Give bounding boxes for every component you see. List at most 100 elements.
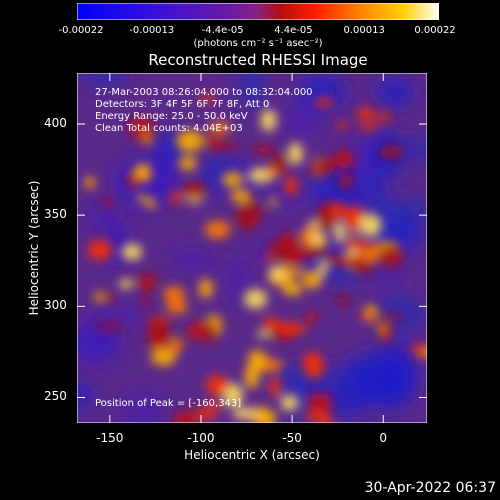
texture-cool bbox=[80, 73, 128, 86]
texture-cool bbox=[120, 391, 166, 423]
texture-hot bbox=[260, 109, 277, 132]
annotation-time-range: 27-Mar-2003 08:26:04.000 to 08:32:04.000 bbox=[95, 87, 313, 98]
texture-cool bbox=[77, 383, 94, 408]
colorbar-tick-label: 0.00022 bbox=[414, 25, 456, 36]
x-tick-label: -50 bbox=[282, 431, 302, 445]
x-tick-label: -100 bbox=[187, 431, 215, 445]
colorbar-tick-label: -4.4e-05 bbox=[201, 25, 244, 36]
annotation-peak-position: Position of Peak = [-160,343] bbox=[95, 398, 242, 409]
y-axis-label: Heliocentric Y (arcsec) bbox=[27, 180, 41, 316]
texture-hot bbox=[311, 162, 334, 174]
texture-hot bbox=[170, 190, 181, 205]
texture-hot bbox=[206, 135, 223, 150]
texture-hot bbox=[359, 312, 376, 320]
texture-cool bbox=[224, 255, 250, 306]
texture-hot bbox=[119, 278, 133, 289]
texture-hot bbox=[343, 206, 365, 229]
texture-hot bbox=[419, 347, 427, 360]
texture-hot bbox=[173, 411, 189, 423]
texture-hot bbox=[145, 198, 157, 209]
texture-hot bbox=[319, 202, 333, 226]
x-tick-label: 0 bbox=[379, 431, 388, 445]
texture-hot bbox=[377, 322, 388, 335]
texture-cool bbox=[401, 139, 427, 161]
texture-hot bbox=[88, 240, 112, 260]
y-tick-label: 250 bbox=[44, 389, 67, 404]
texture-cool bbox=[239, 73, 264, 109]
texture-hot bbox=[324, 255, 352, 266]
texture-hot bbox=[94, 291, 105, 302]
texture-hot bbox=[191, 411, 217, 420]
texture-hot bbox=[288, 142, 303, 165]
y-tick-label: 400 bbox=[44, 116, 67, 131]
texture-hot bbox=[269, 377, 281, 397]
texture-hot bbox=[335, 150, 354, 168]
texture-cool bbox=[320, 367, 344, 394]
texture-hot bbox=[142, 131, 152, 147]
chart-title: Reconstructed RHESSI Image bbox=[148, 51, 368, 69]
texture-hot bbox=[170, 336, 183, 353]
texture-hot bbox=[281, 282, 303, 296]
texture-hot bbox=[187, 321, 210, 341]
colorbar-units: (photons cm⁻² s⁻¹ asec⁻²) bbox=[193, 38, 323, 49]
texture-hot bbox=[377, 245, 403, 268]
texture-cool bbox=[354, 349, 418, 400]
texture-hot bbox=[151, 347, 176, 366]
texture-hot bbox=[243, 289, 268, 309]
texture-hot bbox=[356, 259, 373, 274]
texture-hot bbox=[102, 199, 114, 207]
texture-hot bbox=[166, 300, 188, 314]
texture-hot bbox=[268, 197, 278, 207]
texture-hot bbox=[206, 375, 228, 395]
texture-cool bbox=[114, 156, 179, 208]
texture-hot bbox=[359, 213, 382, 237]
texture-cool bbox=[296, 75, 347, 109]
texture-hot bbox=[183, 181, 206, 200]
texture-hot bbox=[242, 210, 252, 232]
texture-cool bbox=[308, 174, 361, 206]
texture-hot bbox=[379, 145, 403, 160]
texture-hot bbox=[379, 313, 405, 321]
texture-hot bbox=[358, 122, 380, 130]
texture-hot bbox=[150, 327, 163, 350]
texture-hot bbox=[220, 142, 238, 149]
texture-hot bbox=[303, 250, 314, 260]
texture-hot bbox=[349, 229, 358, 238]
texture-hot bbox=[253, 145, 274, 154]
texture-hot bbox=[205, 320, 217, 344]
texture-hot bbox=[134, 163, 151, 180]
texture-hot bbox=[336, 295, 349, 306]
texture-hot bbox=[276, 320, 286, 332]
texture-hot bbox=[333, 222, 346, 243]
texture-hot bbox=[256, 331, 271, 338]
texture-cool bbox=[90, 206, 118, 225]
texture-hot bbox=[254, 409, 277, 423]
annotation-detectors: Detectors: 3F 4F 5F 6F 7F 8F, Att 0 bbox=[95, 99, 270, 110]
texture-hot bbox=[269, 239, 293, 259]
texture-hot bbox=[199, 94, 216, 103]
y-tick-label: 350 bbox=[44, 207, 67, 222]
texture-cool bbox=[108, 219, 129, 269]
annotation-energy-range: Energy Range: 25.0 - 50.0 keV bbox=[95, 111, 248, 122]
texture-hot bbox=[301, 353, 323, 363]
texture-hot bbox=[284, 176, 297, 196]
texture-hot bbox=[265, 253, 275, 262]
texture-hot bbox=[230, 189, 251, 203]
texture-hot bbox=[356, 108, 376, 119]
texture-cool bbox=[169, 246, 217, 272]
texture-hot bbox=[280, 394, 299, 411]
texture-hot bbox=[202, 402, 224, 411]
texture-hot bbox=[310, 232, 327, 246]
colorbar bbox=[77, 3, 439, 20]
x-axis-label: Heliocentric X (arcsec) bbox=[184, 448, 320, 462]
texture-hot bbox=[314, 98, 334, 107]
texture-hot bbox=[270, 267, 284, 281]
texture-hot bbox=[105, 293, 115, 302]
texture-hot bbox=[176, 130, 204, 152]
y-tick-label: 300 bbox=[44, 298, 67, 313]
texture-hot bbox=[265, 167, 279, 177]
texture-hot bbox=[304, 411, 330, 421]
texture-hot bbox=[136, 194, 149, 202]
texture-cool bbox=[377, 78, 414, 107]
texture-hot bbox=[263, 317, 277, 330]
